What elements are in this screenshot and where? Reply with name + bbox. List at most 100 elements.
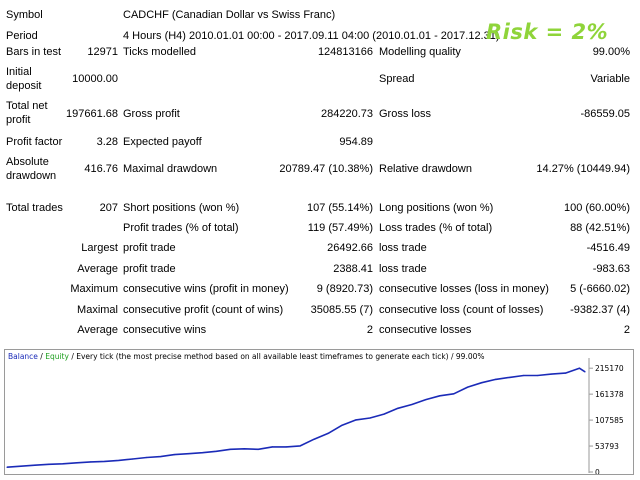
short-positions-label: Short positions (won %) (123, 202, 240, 214)
balance-point (550, 373, 553, 375)
ticks-value: 124813166 (317, 46, 373, 58)
max-consecutive-losses-label: consecutive losses (loss in money) (379, 283, 549, 295)
balance-point (104, 460, 106, 462)
balance-point (397, 407, 399, 409)
balance-point (159, 455, 162, 458)
largest-profit-value: 26492.66 (327, 242, 373, 254)
balance-point (453, 393, 455, 395)
balance-point (243, 448, 245, 450)
quality-value: 99.00% (592, 46, 630, 58)
balance-point (439, 395, 441, 397)
y-tick-label: 215170 (595, 364, 624, 373)
largest-loss-label: loss trade (379, 242, 427, 254)
spread-label: Spread (379, 73, 415, 85)
absdd-label-line2: drawdown (6, 170, 57, 182)
profit-factor-label: Profit factor (6, 136, 63, 148)
chart-caption: Balance / Equity / Every tick (the most … (8, 352, 485, 361)
legend-balance: Balance (8, 352, 38, 361)
balance-point (229, 448, 231, 450)
strategy-tester-report: Symbol CADCHF (Canadian Dollar vs Swiss … (6, 9, 630, 336)
balance-chart: Balance / Equity / Every tick (the most … (4, 349, 634, 475)
absdd-label-line1: Absolute (6, 156, 49, 168)
balance-point (536, 374, 539, 377)
balance-point (173, 454, 176, 456)
balance-point (383, 413, 385, 415)
maximal-label: Maximal (77, 304, 118, 316)
netprofit-label-line2: profit (6, 114, 31, 126)
period-value: 4 Hours (H4) 2010.01.01 00:00 - 2017.09.… (123, 30, 500, 42)
reldd-value: 14.27% (10449.94) (536, 163, 630, 175)
balance-point (578, 367, 581, 369)
average-label: Average (77, 263, 118, 275)
balance-point (481, 382, 483, 384)
maximal-consecutive-profit-label: consecutive profit (count of wins) (123, 304, 284, 316)
balance-point (369, 417, 371, 419)
grossloss-value: -86559.05 (580, 108, 630, 120)
average-loss-value: -983.63 (592, 263, 630, 275)
grossloss-label: Gross loss (379, 108, 431, 120)
expected-payoff-value: 954.89 (339, 136, 373, 148)
legend-separator: / (37, 352, 46, 361)
bars-value: 12971 (87, 46, 118, 58)
max-consecutive-wins-value: 9 (8920.73) (316, 283, 373, 295)
ticks-label: Ticks modelled (123, 46, 196, 58)
risk-badge: Risk = 2% (486, 20, 609, 44)
balance-point (257, 448, 259, 450)
balance-point (187, 453, 190, 455)
chart-caption-text: / Every tick (the most precise method ba… (68, 352, 485, 361)
maximal-consecutive-loss-label: consecutive loss (count of losses) (379, 304, 544, 316)
balance-point (6, 466, 8, 468)
balance-point (34, 464, 36, 466)
symbol-value: CADCHF (Canadian Dollar vs Swiss Franc) (123, 9, 336, 21)
largest-profit-label: profit trade (123, 242, 176, 254)
grossprofit-label: Gross profit (123, 108, 180, 120)
symbol-label: Symbol (6, 9, 43, 21)
balance-point (62, 463, 64, 465)
balance-point (76, 462, 78, 464)
y-tick-label: 0 (595, 468, 600, 474)
y-tick-label: 53793 (595, 442, 619, 451)
expected-payoff-label: Expected payoff (123, 136, 202, 148)
grossprofit-value: 284220.73 (321, 108, 373, 120)
balance-point (313, 438, 315, 440)
deposit-label-line1: Initial (6, 66, 32, 78)
loss-trades-label: Loss trades (% of total) (379, 222, 493, 234)
legend-equity: Equity (45, 352, 69, 361)
balance-point (271, 446, 273, 448)
average-consecutive-wins-label: consecutive wins (123, 324, 207, 336)
balance-point (425, 399, 427, 401)
average-profit-value: 2388.41 (333, 263, 373, 275)
spread-value: Variable (590, 73, 630, 85)
y-tick-label: 161378 (595, 390, 624, 399)
y-tick-label: 107585 (595, 416, 624, 425)
average-consecutive-wins-value: 2 (366, 324, 373, 336)
largest-label: Largest (81, 242, 118, 254)
max-consecutive-losses-value: 5 (-6660.02) (570, 283, 630, 295)
average-consecutive-losses-label: consecutive losses (379, 324, 472, 336)
total-trades-value: 207 (99, 202, 118, 214)
balance-point (215, 450, 218, 452)
loss-trades-value: 88 (42.51%) (570, 222, 630, 234)
balance-point (467, 386, 469, 388)
balance-point (90, 461, 92, 463)
profit-trades-label: Profit trades (% of total) (123, 222, 239, 234)
balance-point (20, 465, 22, 467)
balance-line (6, 367, 586, 468)
average-loss-label: loss trade (379, 263, 427, 275)
long-positions-value: 100 (60.00%) (563, 202, 630, 214)
balance-point (584, 371, 586, 373)
balance-point (564, 372, 567, 374)
balance-point (341, 424, 343, 426)
deposit-value: 10000.00 (72, 73, 118, 85)
maxdd-value: 20789.47 (10.38%) (279, 163, 373, 175)
balance-point (201, 452, 204, 454)
balance-point (509, 376, 511, 379)
long-positions-label: Long positions (won %) (379, 202, 494, 214)
largest-loss-value: -4516.49 (586, 242, 630, 254)
balance-point (48, 463, 50, 465)
maximum-label: Maximum (70, 283, 118, 295)
maxdd-label: Maximal drawdown (123, 163, 218, 175)
netprofit-label-line1: Total net (6, 100, 48, 112)
profit-factor-value: 3.28 (96, 136, 118, 148)
deposit-label-line2: deposit (6, 80, 42, 92)
